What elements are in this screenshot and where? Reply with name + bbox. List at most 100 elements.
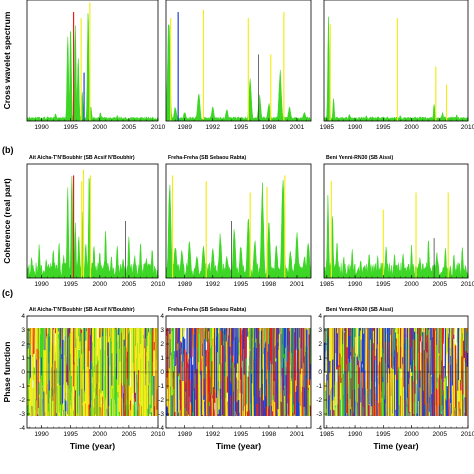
plot-body: [27, 327, 158, 417]
y-tick-label: -4: [158, 425, 164, 432]
y-tick-label: -1: [316, 383, 322, 390]
y-tick-label: 2: [318, 341, 322, 348]
x-tick-label: 1992: [206, 124, 221, 131]
axes-frame: [165, 315, 312, 429]
x-tick-label: 2010: [461, 281, 474, 288]
x-tick-label: 1990: [348, 281, 363, 288]
x-tick-label: 2010: [151, 281, 166, 288]
panel-title: Ait Aicha-T'N'Boubhir (SB Acsif N'Boubhi…: [29, 307, 135, 313]
y-tick-label: 1: [21, 355, 25, 362]
y-tick-label: 3: [160, 327, 164, 334]
panel-1-1: 1990 1995 2000 2005 2010 Cross wavelet spectr…: [2, 0, 166, 131]
y-tick-label: 4: [160, 313, 164, 320]
plot-body: [27, 2, 158, 121]
y-tick-label: -3: [19, 411, 25, 418]
x-tick-label: 1998: [262, 124, 277, 131]
y-axis-label: Coherence (real part): [2, 178, 12, 264]
y-tick-label: -1: [19, 383, 25, 390]
plot-body: [324, 181, 468, 278]
y-tick-label: 0: [318, 369, 322, 376]
x-tick-label: 2005: [122, 281, 137, 288]
x-tick-label: 2005: [433, 281, 448, 288]
plot-body: [27, 169, 158, 278]
panel-3-3: Beni Yenni-RN30 (SB Aissi) -4 -3 -2 -1 0 1 2 3 4 1…: [316, 307, 474, 451]
y-tick-label: 0: [21, 369, 25, 376]
x-tick-label: 2010: [461, 431, 474, 438]
axes-frame: [165, 163, 312, 279]
x-tick-label: 1995: [63, 124, 78, 131]
x-tick-label: 2005: [122, 431, 137, 438]
plot-body: [166, 9, 311, 121]
panel-2-3: Beni Yenni-RN30 (SB Aissi) 1985 1990 1995 20…: [320, 155, 474, 288]
x-tick-label: 1995: [63, 281, 78, 288]
x-tick-label: 2000: [404, 124, 419, 131]
y-tick-label: 4: [21, 313, 25, 320]
x-tick-label: 1989: [177, 431, 192, 438]
y-tick-label: 4: [318, 313, 322, 320]
x-axis-label: Time (year): [216, 441, 261, 451]
x-tick-label: 2001: [290, 124, 305, 131]
panel-3-1: Ait Aicha-T'N'Boubhir (SB Acsif N'Boubhi…: [2, 307, 166, 451]
panel-title: Ait Aicha-T'N'Boubhir (SB Acsif N'Boubhi…: [29, 155, 135, 161]
y-axis-label: Cross wavelet spectrum: [2, 11, 12, 109]
x-tick-label: 1995: [376, 431, 391, 438]
x-axis-label: Time (year): [70, 441, 115, 451]
plot-body: [324, 16, 468, 121]
green-area: [166, 24, 311, 121]
x-tick-label: 2005: [122, 124, 137, 131]
x-axis-label: Time (year): [373, 441, 418, 451]
y-tick-label: -2: [316, 397, 322, 404]
x-tick-label: 1998: [262, 431, 277, 438]
axes-frame: [26, 163, 159, 279]
panel-title: Freha-Freha (SB Sebaou Rabta): [168, 307, 246, 313]
x-tick-label: 1998: [262, 281, 277, 288]
x-tick-label: 2005: [433, 124, 448, 131]
x-tick-label: 2000: [404, 281, 419, 288]
y-tick-label: 3: [21, 327, 25, 334]
green-area: [324, 16, 468, 121]
green-area: [324, 195, 468, 278]
panel-1-3: 1985 1990 1995 2000 2005 2010: [320, 0, 474, 131]
y-axis-label: Phase function: [2, 342, 12, 403]
x-tick-label: 2010: [151, 431, 166, 438]
green-area: [166, 180, 311, 278]
axes-frame: [26, 315, 159, 429]
y-tick-label: 2: [160, 341, 164, 348]
x-tick-label: 1990: [34, 124, 49, 131]
x-tick-label: 2000: [93, 124, 108, 131]
x-tick-label: 2000: [93, 431, 108, 438]
x-tick-label: 1995: [63, 431, 78, 438]
panel-title: Beni Yenni-RN30 (SB Aissi): [326, 155, 393, 161]
y-tick-label: -2: [158, 397, 164, 404]
x-tick-label: 2005: [433, 431, 448, 438]
x-tick-label: 1990: [34, 281, 49, 288]
x-tick-label: 1985: [320, 124, 335, 131]
x-tick-label: 1990: [34, 431, 49, 438]
y-tick-label: -4: [316, 425, 322, 432]
x-tick-label: 1992: [206, 431, 221, 438]
x-tick-label: 2001: [290, 431, 305, 438]
x-tick-label: 2000: [93, 281, 108, 288]
x-tick-label: 1989: [177, 281, 192, 288]
x-tick-label: 1990: [348, 124, 363, 131]
plot-body: [324, 327, 468, 417]
y-tick-label: 2: [21, 341, 25, 348]
y-tick-label: -3: [158, 411, 164, 418]
panel-2-2: Freha-Freha (SB Sebaou Rabta) 1989 1992 199…: [165, 155, 312, 288]
y-tick-label: -1: [158, 383, 164, 390]
axes-frame: [323, 163, 469, 279]
axes-frame: [26, 0, 159, 122]
x-tick-label: 1990: [348, 431, 363, 438]
section-label-c: (c): [2, 288, 13, 298]
y-tick-label: 3: [318, 327, 322, 334]
y-tick-label: -4: [19, 425, 25, 432]
y-tick-label: -2: [19, 397, 25, 404]
plot-body: [166, 175, 311, 278]
x-tick-label: 2010: [151, 124, 166, 131]
x-tick-label: 1995: [234, 431, 249, 438]
section-label-b: (b): [2, 145, 14, 155]
panel-title: Beni Yenni-RN30 (SB Aissi): [326, 307, 393, 313]
y-tick-label: -3: [316, 411, 322, 418]
